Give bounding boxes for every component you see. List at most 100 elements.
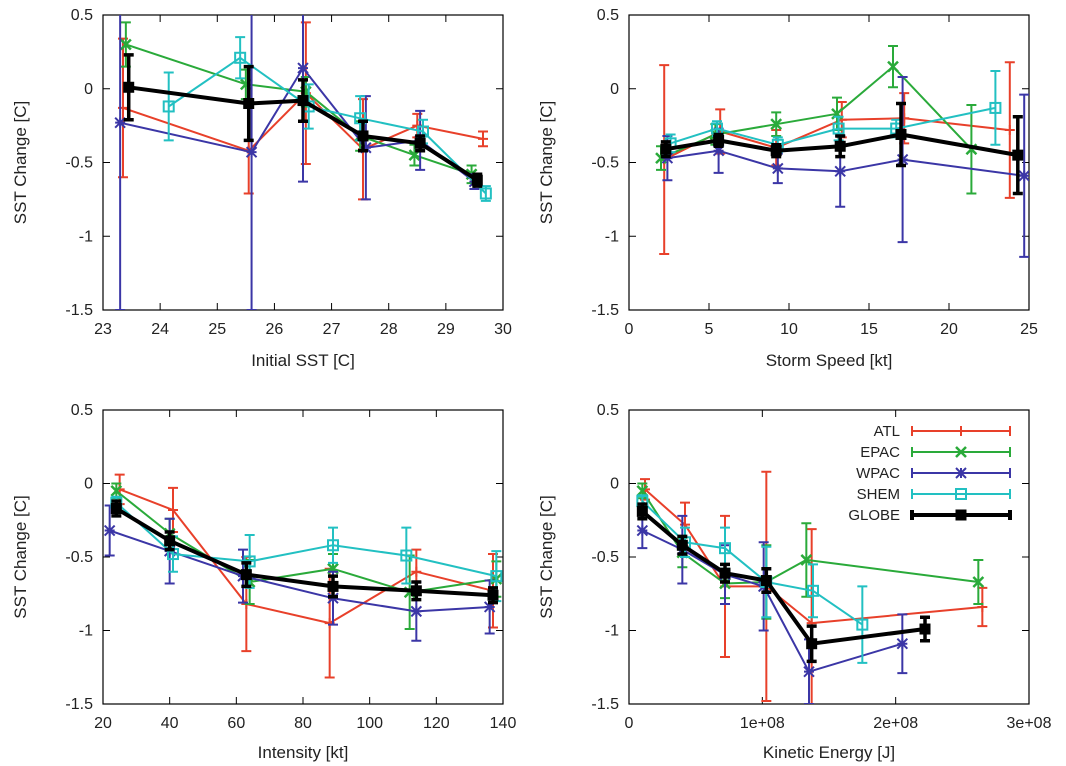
series-line-atl bbox=[644, 488, 983, 625]
x-tick-label: 20 bbox=[94, 715, 112, 732]
y-tick-label: -1 bbox=[605, 228, 619, 245]
data-point-epac bbox=[119, 38, 132, 51]
x-tick-label: 140 bbox=[490, 715, 517, 732]
series-line-epac bbox=[125, 43, 472, 176]
x-tick-label: 28 bbox=[380, 321, 398, 338]
x-tick-label: 80 bbox=[294, 715, 312, 732]
series-atl bbox=[114, 473, 498, 679]
data-point-shem bbox=[856, 618, 869, 631]
x-tick-label: 1e+08 bbox=[740, 715, 785, 732]
data-point-epac bbox=[972, 576, 985, 588]
y-tick-label: -0.5 bbox=[591, 549, 619, 566]
error-bar-shem bbox=[163, 71, 174, 142]
series-globe bbox=[636, 502, 931, 664]
data-point-globe bbox=[297, 95, 309, 107]
data-point-globe bbox=[1012, 149, 1024, 161]
data-point-globe bbox=[676, 539, 688, 551]
x-tick-label: 15 bbox=[860, 321, 878, 338]
plot-frame bbox=[628, 14, 1030, 311]
data-point-globe bbox=[410, 585, 422, 597]
data-point-globe bbox=[834, 140, 846, 152]
data-point-epac bbox=[887, 60, 899, 73]
legend-marker-wpac bbox=[955, 467, 967, 479]
plot-area bbox=[103, 473, 503, 679]
data-point-globe bbox=[357, 130, 369, 142]
data-point-globe bbox=[110, 502, 122, 514]
x-tick-label: 120 bbox=[423, 715, 450, 732]
data-point-shem bbox=[989, 101, 1002, 114]
y-axis-label: SST Change [C] bbox=[11, 495, 30, 618]
x-tick-label: 26 bbox=[266, 321, 284, 338]
error-bar-shem bbox=[303, 83, 314, 130]
plot-area bbox=[655, 44, 1029, 258]
data-point-wpac bbox=[103, 524, 116, 537]
x-tick-label: 23 bbox=[94, 321, 112, 338]
series-line-epac bbox=[660, 65, 973, 160]
y-tick-label: -0.5 bbox=[65, 155, 93, 172]
data-point-wpac bbox=[360, 142, 372, 154]
data-point-wpac bbox=[297, 62, 309, 74]
series-wpac bbox=[636, 511, 909, 704]
y-tick-label: -1 bbox=[79, 623, 93, 640]
data-point-globe bbox=[414, 137, 426, 149]
error-bar-shem bbox=[328, 526, 338, 564]
legend-marker-atl bbox=[956, 426, 966, 436]
y-tick-label: -0.5 bbox=[65, 549, 93, 566]
series-shem bbox=[636, 494, 869, 664]
plot-area bbox=[636, 470, 988, 704]
series-line-epac bbox=[641, 490, 979, 585]
data-point-shem bbox=[400, 549, 413, 562]
series-line-wpac bbox=[109, 529, 490, 613]
data-point-globe bbox=[919, 623, 931, 635]
data-point-wpac bbox=[245, 146, 258, 158]
data-point-shem bbox=[490, 570, 503, 583]
data-point-globe bbox=[164, 535, 176, 547]
data-point-shem bbox=[354, 112, 367, 125]
data-point-globe bbox=[123, 81, 135, 93]
y-tick-label: -1.5 bbox=[591, 302, 619, 319]
data-point-epac bbox=[110, 484, 123, 497]
x-tick-label: 0 bbox=[625, 715, 634, 732]
x-tick-label: 40 bbox=[161, 715, 179, 732]
chart-panel-3: 20 40 60 80 100 120 140 -1.5 -1 -0.5 0 0.5 Intensity… bbox=[11, 402, 516, 762]
legend-label-shem: SHEM bbox=[857, 486, 900, 503]
y-tick-label: -1.5 bbox=[591, 696, 619, 713]
x-axis-label: Kinetic Energy [J] bbox=[763, 743, 895, 762]
y-axis-label: SST Change [C] bbox=[537, 495, 556, 618]
y-axis-label: SST Change [C] bbox=[537, 101, 556, 224]
error-bar-shem bbox=[235, 36, 246, 80]
plot-area bbox=[114, 15, 492, 310]
data-point-wpac bbox=[834, 165, 846, 178]
data-point-globe bbox=[240, 569, 252, 581]
series-line-shem bbox=[670, 106, 996, 146]
x-tick-label: 24 bbox=[151, 321, 169, 338]
y-tick-label: -0.5 bbox=[591, 155, 619, 172]
x-tick-label: 0 bbox=[625, 321, 634, 338]
series-shem bbox=[162, 36, 492, 202]
data-point-wpac bbox=[483, 601, 496, 613]
legend-marker-shem bbox=[955, 488, 967, 500]
data-point-wpac bbox=[1018, 170, 1029, 182]
series-line-globe bbox=[115, 506, 494, 598]
data-point-globe bbox=[713, 134, 725, 146]
y-tick-label: 0.5 bbox=[597, 7, 619, 24]
legend-label-atl: ATL bbox=[874, 423, 900, 440]
x-tick-label: 27 bbox=[323, 321, 341, 338]
series-line-atl bbox=[119, 488, 494, 625]
x-tick-label: 2e+08 bbox=[873, 715, 918, 732]
series-line-globe bbox=[665, 132, 1019, 158]
series-wpac bbox=[114, 15, 481, 310]
data-point-shem bbox=[832, 122, 845, 135]
data-point-wpac bbox=[803, 665, 815, 678]
y-tick-label: -1.5 bbox=[65, 302, 93, 319]
chart-panel-1: 23 24 25 26 27 28 29 30 -1.5 -1 -0.5 0 0.5 Initial SS… bbox=[11, 7, 512, 370]
series-line-globe bbox=[641, 509, 926, 646]
data-point-epac bbox=[800, 554, 813, 566]
y-tick-label: -1 bbox=[605, 623, 619, 640]
y-axis-label: SST Change [C] bbox=[11, 101, 30, 224]
legend-label-epac: EPAC bbox=[860, 444, 900, 461]
x-tick-label: 5 bbox=[705, 321, 714, 338]
error-bar-shem bbox=[401, 526, 412, 585]
legend-marker-globe bbox=[955, 509, 967, 521]
